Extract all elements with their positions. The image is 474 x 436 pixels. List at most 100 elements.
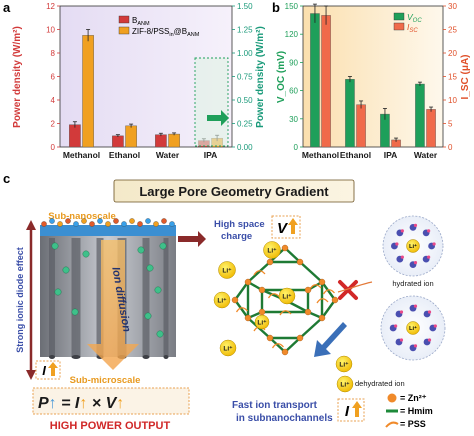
y-tick-label: 12 xyxy=(46,2,55,11)
zn-node xyxy=(231,296,239,304)
dehydrated-ion-label: dehydrated ion xyxy=(355,379,405,388)
y-tick-label: 60 xyxy=(289,87,298,96)
y2-tick-label: 0.00 xyxy=(237,143,253,152)
y-tick-label: 8 xyxy=(51,49,56,58)
y-tick-label: 10 xyxy=(46,26,55,35)
panel-b-legend: VOC ISC xyxy=(393,12,422,34)
water-h xyxy=(427,255,431,259)
surface-ion xyxy=(97,218,103,224)
panel-a-legend: BANM ZIF-8/PSSin@BANM xyxy=(118,15,200,38)
panel-b-y2-label: I_SC (μA) xyxy=(460,54,471,99)
bar-v-oc xyxy=(310,13,320,148)
equation: P↑ = I↑ × V↑ xyxy=(38,395,124,412)
water-h xyxy=(413,223,418,227)
y2-tick-label: 0 xyxy=(448,143,453,152)
water-h xyxy=(400,229,404,233)
surface-ion xyxy=(137,221,143,227)
y2-tick-label: 0.50 xyxy=(237,96,253,105)
zn-node xyxy=(331,296,339,304)
panel-b-y2-ticks: 0 5 10 15 20 25 30 xyxy=(443,2,457,152)
li-ion xyxy=(335,355,353,373)
bar-i-sc xyxy=(321,15,331,148)
surface-ion xyxy=(161,218,167,224)
cation xyxy=(51,242,59,250)
x-tick-label: Water xyxy=(156,150,180,160)
cation xyxy=(54,288,62,296)
li-ion-label: Li⁺ xyxy=(217,298,227,305)
surface-ion xyxy=(81,218,87,224)
li-ion xyxy=(336,375,354,393)
pss-chain xyxy=(322,289,335,295)
li-ion-label: Li⁺ xyxy=(257,320,267,327)
panel-a-y-label: Power density (W/m²) xyxy=(12,26,23,128)
li-ion-label: Li⁺ xyxy=(282,294,292,301)
membrane-top-layer xyxy=(40,225,176,236)
panel-c-diagram: c Large Pore Geometry Gradient Strong io… xyxy=(3,171,446,432)
strong-ionic-diode-label: Strong ionic diode effect xyxy=(15,247,25,353)
hmim-linker xyxy=(284,247,301,263)
bar-v-oc xyxy=(345,79,355,148)
current-symbol-right: I xyxy=(345,403,350,420)
y-tick-label: 120 xyxy=(285,30,299,39)
y-tick-label: 150 xyxy=(285,2,299,11)
panel-a-y-ticks: 0 2 4 6 8 10 12 xyxy=(46,2,60,152)
transition-arrow-icon xyxy=(178,231,206,247)
pss-chain xyxy=(316,298,329,304)
bar-b-anm xyxy=(69,124,81,148)
y-tick-label: 0 xyxy=(51,143,56,152)
current-symbol-left: I xyxy=(42,363,46,378)
zn-node xyxy=(258,308,266,316)
hmim-linker xyxy=(234,281,249,301)
cation xyxy=(146,264,154,272)
bar-zif-8-pss-in-b-anm xyxy=(82,35,94,148)
pore-end xyxy=(163,355,169,359)
zn-node xyxy=(281,244,289,252)
surface-ion xyxy=(129,218,135,224)
water-h xyxy=(400,255,404,259)
panel-b-chart: b 0 30 60 90 120 150 0 5 10 15 20 25 30 Methanol Eth… xyxy=(272,0,471,160)
ipa-highlight-box xyxy=(194,57,229,147)
surface-ion xyxy=(49,218,55,224)
cation xyxy=(154,286,162,294)
x-tick-label: IPA xyxy=(204,150,218,160)
y2-tick-label: 0.75 xyxy=(237,73,253,82)
legend-swatch-banm xyxy=(118,15,130,24)
x-tick-label: Methanol xyxy=(63,150,100,160)
water-h xyxy=(427,310,432,314)
y-tick-label: 4 xyxy=(51,96,56,105)
hydrated-ion-label: hydrated ion xyxy=(392,279,433,288)
x-tick-label: Ethanol xyxy=(109,150,140,160)
water-h xyxy=(399,310,404,314)
pore-end xyxy=(142,355,150,359)
pss-chain xyxy=(253,270,266,276)
fast-transport-line2: in subnanochannels xyxy=(236,413,333,424)
hydrated-link-line xyxy=(337,281,373,293)
sub-nanoscale-label: Sub-nanoscale xyxy=(48,211,116,222)
y2-tick-label: 10 xyxy=(448,96,457,105)
li-ion-label: Li⁺ xyxy=(222,268,232,275)
pss-chain xyxy=(309,284,322,290)
li-ion-core xyxy=(406,239,420,253)
bar-i-sc xyxy=(356,104,366,148)
li-ion xyxy=(213,291,231,309)
panel-b-x-ticks: Methanol Ethanol IPA Water xyxy=(302,150,438,160)
surface-ion xyxy=(65,218,71,224)
diagram-title: Large Pore Geometry Gradient xyxy=(139,184,329,199)
zn-node xyxy=(296,334,304,342)
x-tick-label: Water xyxy=(414,150,438,160)
surface-ion xyxy=(169,221,175,227)
pore-end xyxy=(71,355,81,359)
li-ion xyxy=(218,261,236,279)
pss-chain xyxy=(271,343,284,349)
panel-b-y-label: V_OC (mV) xyxy=(276,51,287,103)
inset-arrow-icon xyxy=(207,110,229,126)
panel-a-chart: a 0 2 4 6 8 10 12 0.00 0.25 0.50 0.75 1.00 1.25 1.50… xyxy=(3,0,266,160)
hmim-linker xyxy=(321,299,336,319)
surface-ion xyxy=(153,221,159,227)
cation xyxy=(62,266,70,274)
li-ion-label: Li⁺ xyxy=(340,382,350,389)
surface-ion xyxy=(73,221,79,227)
bar-b-anm xyxy=(155,134,167,148)
x-tick-label: Ethanol xyxy=(340,150,371,160)
li-ion xyxy=(278,287,296,305)
